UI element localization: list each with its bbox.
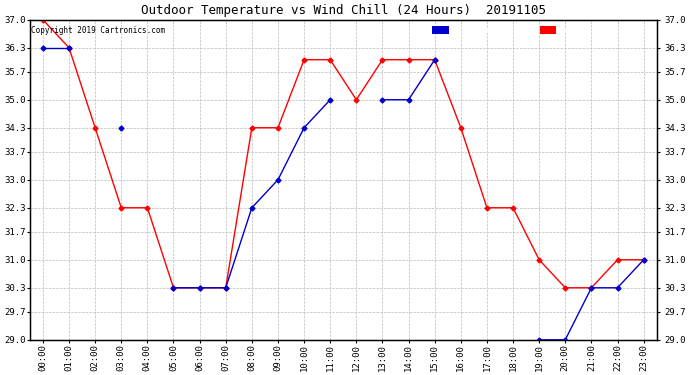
Title: Outdoor Temperature vs Wind Chill (24 Hours)  20191105: Outdoor Temperature vs Wind Chill (24 Ho… xyxy=(141,4,546,17)
Text: Copyright 2019 Cartronics.com: Copyright 2019 Cartronics.com xyxy=(31,26,165,35)
Legend: Wind Chill  (°F), Temperature  (°F): Wind Chill (°F), Temperature (°F) xyxy=(431,24,652,37)
